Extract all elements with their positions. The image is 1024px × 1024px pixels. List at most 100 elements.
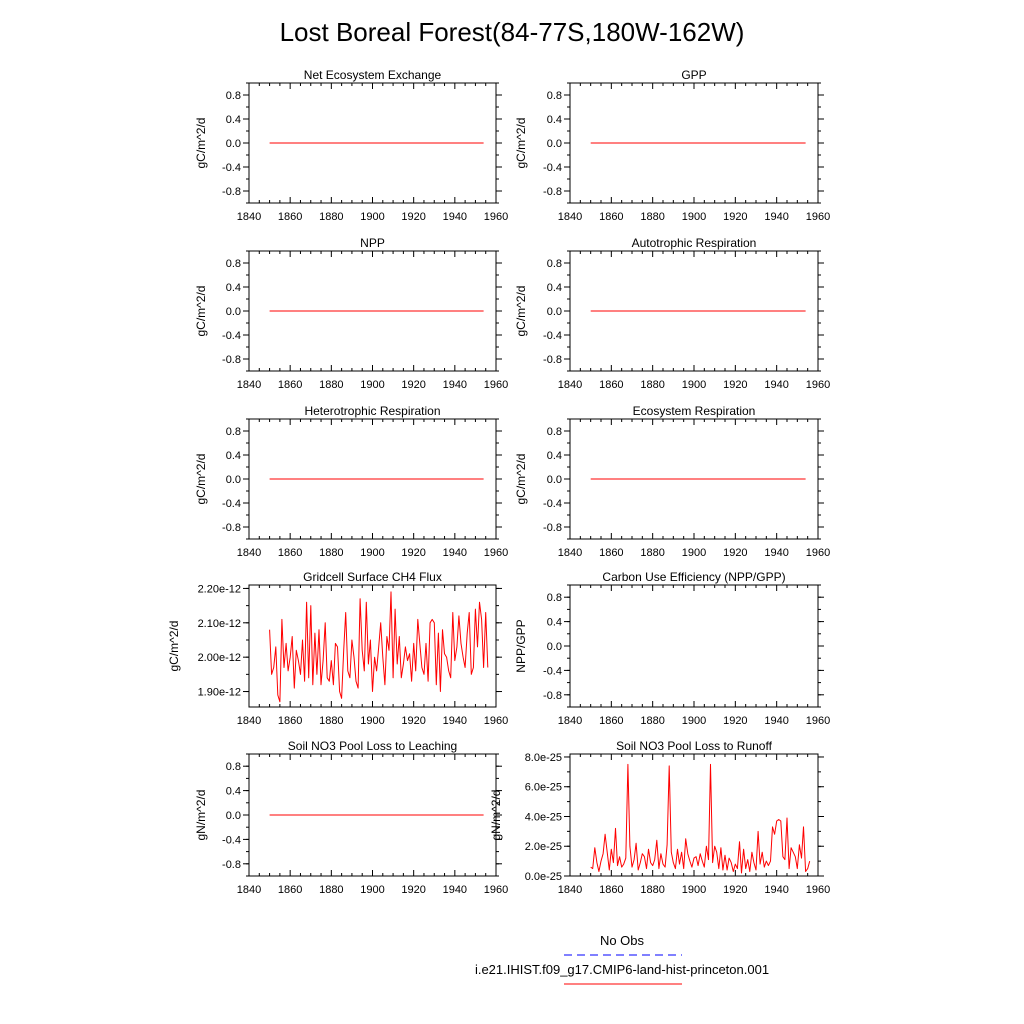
y-tick-label: 0.0 (547, 474, 562, 486)
x-tick-label: 1860 (599, 379, 623, 391)
panel-title: Gridcell Surface CH4 Flux (303, 570, 442, 584)
x-tick-label: 1840 (558, 715, 582, 727)
y-axis-label: gC/m^2/d (514, 118, 528, 169)
x-tick-label: 1880 (640, 379, 664, 391)
legend: No Obs i.e21.IHIST.f09_g17.CMIP6-land-hi… (475, 933, 769, 985)
x-tick-label: 1900 (360, 379, 384, 391)
y-axis-label: gN/m^2/d (194, 790, 208, 841)
x-tick-label: 1880 (640, 884, 664, 896)
x-tick-label: 1920 (723, 379, 747, 391)
y-tick-label: 2.0e-25 (525, 841, 562, 853)
x-tick-label: 1860 (599, 211, 623, 223)
x-tick-label: 1920 (723, 884, 747, 896)
x-tick-label: 1840 (237, 884, 261, 896)
x-tick-label: 1860 (599, 715, 623, 727)
y-tick-label: 0.0 (547, 641, 562, 653)
x-tick-label: 1860 (278, 211, 302, 223)
x-tick-label: 1960 (484, 211, 508, 223)
x-tick-label: 1960 (806, 715, 830, 727)
x-tick-label: 1900 (360, 211, 384, 223)
y-axis-label: gC/m^2/d (514, 286, 528, 337)
y-tick-label: 0.8 (547, 426, 562, 438)
y-tick-label: 0.0 (226, 306, 241, 318)
y-tick-label: 2.00e-12 (198, 652, 241, 664)
x-tick-label: 1940 (764, 884, 788, 896)
x-tick-label: 1920 (723, 715, 747, 727)
x-tick-label: 1860 (599, 884, 623, 896)
y-tick-label: 0.0 (226, 474, 241, 486)
y-tick-label: -0.8 (543, 354, 562, 366)
x-tick-label: 1940 (764, 547, 788, 559)
x-tick-label: 1880 (319, 211, 343, 223)
x-tick-label: 1840 (237, 547, 261, 559)
panel-title: GPP (681, 68, 706, 82)
x-tick-label: 1880 (640, 211, 664, 223)
x-tick-label: 1920 (401, 884, 425, 896)
x-tick-label: 1900 (682, 379, 706, 391)
x-tick-label: 1960 (806, 379, 830, 391)
y-tick-label: 0.4 (547, 114, 562, 126)
x-tick-label: 1860 (278, 379, 302, 391)
chart-panel: NPP gC/m^2/d 1840 1860 1880 1900 1920 1940 1960 0… (194, 236, 508, 391)
x-tick-label: 1840 (558, 211, 582, 223)
x-tick-label: 1840 (558, 547, 582, 559)
x-tick-label: 1960 (806, 547, 830, 559)
y-tick-label: 0.0 (547, 306, 562, 318)
x-tick-label: 1940 (764, 211, 788, 223)
y-tick-label: 0.4 (547, 617, 562, 629)
x-tick-label: 1960 (484, 379, 508, 391)
x-tick-label: 1880 (319, 379, 343, 391)
y-tick-label: -0.8 (543, 522, 562, 534)
chart-panel: Gridcell Surface CH4 Flux gC/m^2/d 1840 186… (167, 570, 508, 727)
y-tick-label: 0.0 (226, 810, 241, 822)
x-tick-label: 1840 (237, 379, 261, 391)
y-tick-label: 0.4 (547, 282, 562, 294)
panel-title: Carbon Use Efficiency (NPP/GPP) (602, 570, 785, 584)
panel-title: Net Ecosystem Exchange (304, 68, 442, 82)
plot-frame (569, 584, 819, 708)
y-tick-label: -0.4 (543, 498, 562, 510)
chart-panel: Soil NO3 Pool Loss to Runoff gN/m^2/d 1840… (489, 739, 830, 896)
x-tick-label: 1900 (360, 715, 384, 727)
x-tick-label: 1920 (401, 547, 425, 559)
legend-model-label: i.e21.IHIST.f09_g17.CMIP6-land-hist-prin… (475, 962, 769, 977)
x-tick-label: 1900 (682, 884, 706, 896)
y-axis-label: gC/m^2/d (194, 454, 208, 505)
y-tick-label: -0.4 (222, 330, 241, 342)
y-tick-label: -0.4 (543, 162, 562, 174)
y-axis-label: gC/m^2/d (194, 286, 208, 337)
x-tick-label: 1940 (443, 547, 467, 559)
x-tick-label: 1940 (764, 379, 788, 391)
x-tick-label: 1900 (360, 547, 384, 559)
model-series-line (269, 591, 489, 703)
x-tick-label: 1960 (806, 211, 830, 223)
y-tick-label: 0.4 (226, 786, 241, 798)
x-tick-label: 1840 (237, 211, 261, 223)
x-tick-label: 1840 (558, 884, 582, 896)
x-tick-label: 1900 (360, 884, 384, 896)
y-tick-label: -0.4 (222, 834, 241, 846)
y-tick-label: 2.20e-12 (198, 583, 241, 595)
x-tick-label: 1880 (640, 547, 664, 559)
y-tick-label: 0.8 (226, 258, 241, 270)
x-tick-label: 1860 (278, 884, 302, 896)
x-tick-label: 1960 (806, 884, 830, 896)
model-series-line (590, 763, 811, 874)
x-tick-label: 1860 (278, 715, 302, 727)
y-tick-label: 0.8 (547, 90, 562, 102)
y-axis-label: NPP/GPP (514, 619, 528, 672)
y-tick-label: -0.4 (222, 162, 241, 174)
y-tick-label: -0.8 (543, 186, 562, 198)
x-tick-label: 1880 (319, 547, 343, 559)
x-tick-label: 1940 (443, 211, 467, 223)
chart-panel: Heterotrophic Respiration gC/m^2/d 1840 186… (194, 404, 508, 559)
x-tick-label: 1840 (237, 715, 261, 727)
x-tick-label: 1860 (599, 547, 623, 559)
x-tick-label: 1940 (764, 715, 788, 727)
chart-panel: Carbon Use Efficiency (NPP/GPP) NPP/GPP 18… (514, 570, 830, 727)
y-tick-label: 0.4 (547, 450, 562, 462)
y-axis-label: gC/m^2/d (514, 454, 528, 505)
x-tick-label: 1960 (484, 715, 508, 727)
chart-panel: Net Ecosystem Exchange gC/m^2/d 1840 1860 18… (194, 68, 508, 223)
